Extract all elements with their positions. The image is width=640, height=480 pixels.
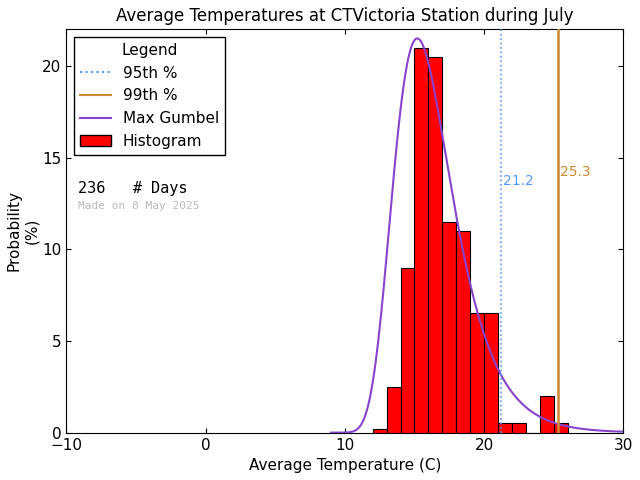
Text: 236   # Days: 236 # Days (79, 180, 188, 196)
Bar (456, 231, 470, 432)
Text: Made on 8 May 2025: Made on 8 May 2025 (79, 201, 200, 211)
Bar (554, 423, 568, 432)
Bar (512, 423, 526, 432)
Bar (470, 313, 484, 432)
Bar (387, 387, 401, 432)
Bar (540, 396, 554, 432)
Bar (442, 222, 456, 432)
Bar (372, 429, 387, 432)
Bar (401, 268, 415, 432)
Text: 25.3: 25.3 (560, 165, 591, 179)
Y-axis label: Probability
(%): Probability (%) (7, 191, 39, 272)
Bar (428, 57, 442, 432)
Legend: 95th %, 99th %, Max Gumbel, Histogram: 95th %, 99th %, Max Gumbel, Histogram (74, 37, 225, 155)
Text: 21.2: 21.2 (503, 174, 534, 188)
Bar (498, 423, 512, 432)
Bar (484, 313, 498, 432)
Bar (415, 48, 428, 432)
X-axis label: Average Temperature (C): Average Temperature (C) (248, 458, 441, 473)
Title: Average Temperatures at CTVictoria Station during July: Average Temperatures at CTVictoria Stati… (116, 7, 573, 25)
